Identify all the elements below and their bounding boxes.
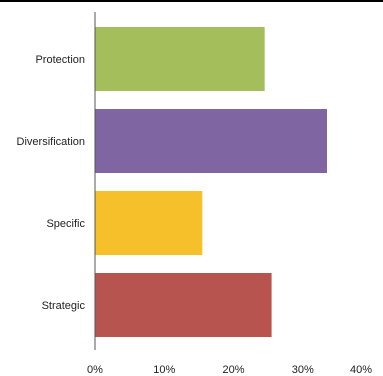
x-tick-label-20: 20% xyxy=(222,364,244,376)
bars-group xyxy=(95,27,327,337)
bar-specific xyxy=(95,191,203,255)
x-tick-label-40: 40% xyxy=(350,364,372,376)
bar-diversification xyxy=(95,109,327,173)
x-tick-label-10: 10% xyxy=(153,364,175,376)
category-label-protection: Protection xyxy=(35,54,85,66)
category-label-diversification: Diversification xyxy=(17,136,85,148)
x-tick-labels-group: 0% 10% 20% 30% 40% xyxy=(87,364,372,376)
bar-strategic xyxy=(95,273,272,337)
category-labels-group: Protection Diversification Specific Strateg… xyxy=(17,54,86,312)
category-label-specific: Specific xyxy=(46,218,85,230)
x-tick-label-30: 30% xyxy=(292,364,314,376)
category-label-strategic: Strategic xyxy=(42,300,86,312)
bar-protection xyxy=(95,27,265,91)
x-tick-label-0: 0% xyxy=(87,364,103,376)
